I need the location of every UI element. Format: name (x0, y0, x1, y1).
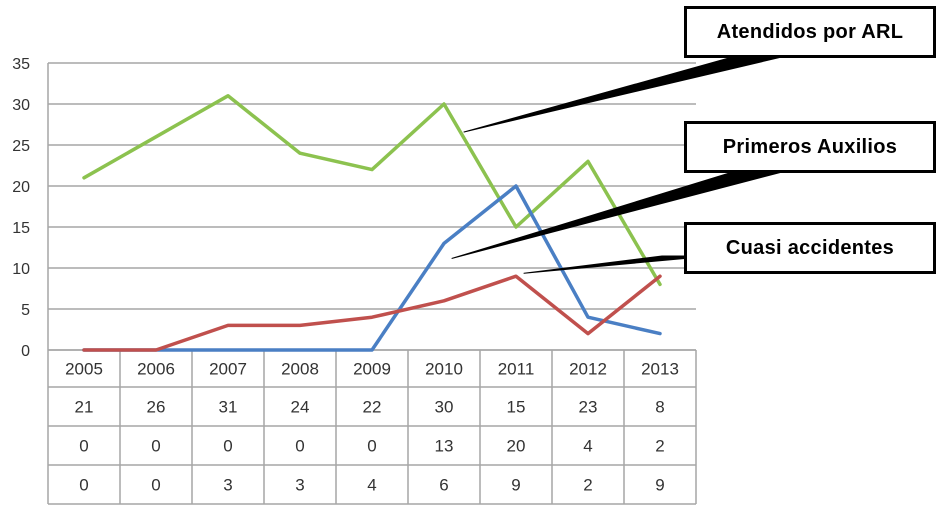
x-category-label: 2007 (209, 360, 247, 379)
table-cell: 15 (507, 398, 526, 417)
callout-pointers (451, 55, 787, 274)
x-category-label: 2011 (498, 360, 535, 379)
table-cell: 0 (79, 476, 88, 495)
legend-callout-cuasi-accidentes: Cuasi accidentes (684, 222, 936, 274)
table-cell: 8 (655, 398, 664, 417)
table-cell: 9 (655, 476, 664, 495)
table-cell: 20 (507, 437, 526, 456)
x-category-label: 2006 (137, 360, 175, 379)
table-cell: 0 (151, 437, 160, 456)
table-cell: 13 (435, 437, 454, 456)
table-cell: 0 (295, 437, 304, 456)
table-cell: 6 (439, 476, 448, 495)
table-cell: 0 (223, 437, 232, 456)
table-cell: 3 (223, 476, 232, 495)
series-line (82, 274, 662, 352)
legend-callout-atendidos: Atendidos por ARL (684, 6, 936, 58)
series-line (82, 94, 662, 287)
y-axis-ticks: 0 5 10 15 20 25 30 35 (12, 56, 30, 360)
table-cell: 4 (367, 476, 376, 495)
table-cell: 3 (295, 476, 304, 495)
table-cell: 22 (363, 398, 382, 417)
table-cell: 4 (583, 437, 592, 456)
table-cell: 24 (291, 398, 310, 417)
table-cell: 23 (579, 398, 598, 417)
series-lines (82, 94, 662, 352)
y-tick-label: 0 (21, 343, 30, 360)
y-tick-label: 30 (12, 97, 30, 114)
table-cell: 9 (511, 476, 520, 495)
x-category-label: 2008 (281, 360, 319, 379)
y-tick-label: 5 (21, 302, 30, 319)
y-tick-label: 15 (12, 220, 30, 237)
table-cell: 0 (151, 476, 160, 495)
table-cell: 30 (435, 398, 454, 417)
y-tick-label: 10 (12, 261, 30, 278)
y-tick-label: 20 (12, 179, 30, 196)
x-category-label: 2013 (641, 360, 679, 379)
table-cell: 21 (75, 398, 94, 417)
table-cell: 31 (219, 398, 238, 417)
gridlines (47, 62, 696, 351)
legend-callout-primeros-auxilios: Primeros Auxilios (684, 121, 936, 173)
y-tick-label: 25 (12, 138, 30, 155)
series-line (82, 184, 662, 352)
x-category-label: 2005 (65, 360, 103, 379)
table-cell: 2 (655, 437, 664, 456)
table-cell: 26 (147, 398, 166, 417)
table-cell: 0 (79, 437, 88, 456)
table-cell: 0 (367, 437, 376, 456)
x-category-label: 2010 (425, 360, 463, 379)
x-category-label: 2009 (353, 360, 391, 379)
x-category-label: 2012 (569, 360, 607, 379)
y-tick-label: 35 (12, 56, 30, 73)
table-cell: 2 (583, 476, 592, 495)
